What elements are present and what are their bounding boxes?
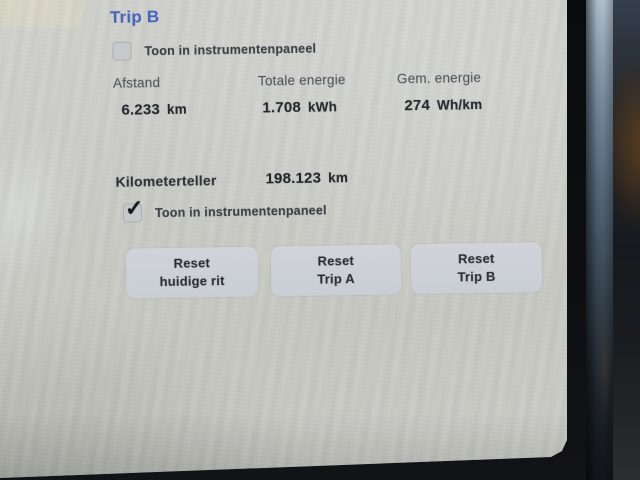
checkbox-checked[interactable]: ✓ [122, 195, 144, 223]
stat-total-energy-value: 1.708 kWh [258, 98, 346, 117]
reset-trip-a-line2: Trip A [317, 271, 355, 287]
reset-trip-b-button[interactable]: Reset Trip B [410, 242, 543, 295]
odometer-number: 198.123 [265, 169, 322, 188]
stat-distance: Afstand 6.233 km [113, 75, 187, 119]
odometer-label: Kilometerteller [115, 172, 217, 190]
show-trip-checkbox-label: Toon in instrumentenpaneel [144, 41, 317, 58]
reset-trip-b-line1: Reset [457, 250, 495, 267]
reset-current-trip-line1: Reset [173, 255, 211, 271]
stat-distance-label: Afstand [112, 75, 161, 91]
reset-current-trip-line2: huidige rit [159, 273, 225, 290]
stat-avg-energy: Gem. energie 274 Wh/km [397, 70, 483, 114]
stat-total-energy: Totale energie 1.708 kWh [258, 72, 346, 116]
stat-total-energy-unit: kWh [307, 99, 338, 115]
stat-avg-energy-label: Gem. energie [396, 70, 482, 87]
dashboard-trim-reflection [586, 0, 617, 480]
stat-avg-energy-number: 274 [404, 96, 431, 115]
reset-trip-b-line2: Trip B [457, 268, 496, 285]
reset-trip-a-button[interactable]: Reset Trip A [270, 244, 402, 297]
trip-b-heading: Trip B [109, 7, 160, 27]
checkmark-icon: ✓ [124, 195, 144, 221]
odometer-value: 198.123 km [265, 169, 349, 188]
checkbox-unchecked[interactable] [112, 41, 132, 61]
stat-avg-energy-unit: Wh/km [436, 97, 483, 113]
stat-avg-energy-value: 274 Wh/km [397, 96, 482, 114]
reset-current-trip-button[interactable]: Reset huidige rit [125, 246, 259, 299]
odometer-unit: km [328, 170, 349, 186]
show-odometer-checkbox-label: Toon in instrumentenpaneel [154, 202, 327, 220]
stat-total-energy-label: Totale energie [257, 72, 346, 89]
stat-total-energy-number: 1.708 [262, 98, 302, 117]
show-trip-checkbox-row[interactable]: Toon in instrumentenpaneel [112, 39, 316, 61]
stat-distance-unit: km [166, 101, 187, 117]
reset-trip-a-line1: Reset [317, 252, 355, 269]
stat-distance-value: 6.233 km [113, 101, 187, 119]
dashboard-edge-dark [613, 0, 640, 480]
screen-reflection-top-left [0, 0, 80, 28]
stat-distance-number: 6.233 [121, 101, 161, 119]
show-odometer-checkbox-row[interactable]: ✓ Toon in instrumentenpaneel [122, 195, 327, 223]
